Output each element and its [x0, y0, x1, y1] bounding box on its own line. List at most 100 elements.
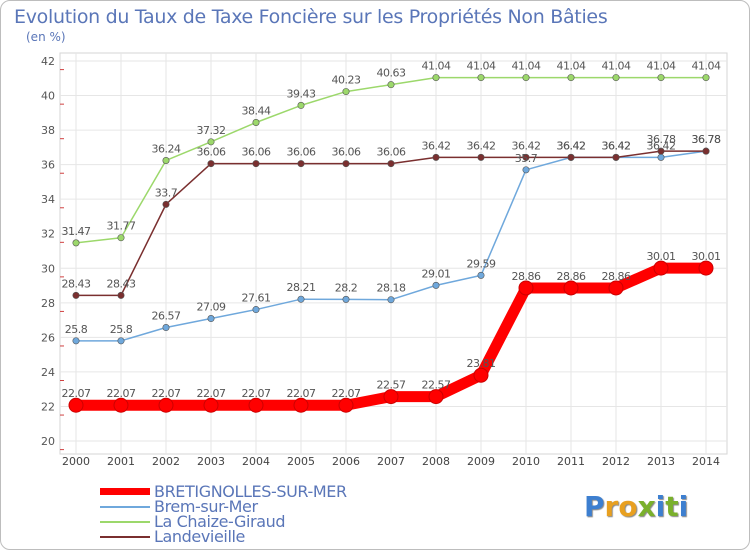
data-point [477, 153, 485, 161]
logo-letter: o [618, 490, 638, 523]
data-label: 36.06 [242, 146, 271, 159]
data-label: 41.04 [467, 60, 496, 73]
data-point [297, 160, 305, 168]
data-point [117, 234, 125, 242]
data-point [72, 337, 80, 345]
y-tick-label: 34 [41, 193, 55, 206]
data-point [252, 160, 260, 168]
data-point [387, 296, 395, 304]
y-tick-label: 20 [41, 435, 55, 448]
data-point [473, 367, 489, 383]
y-tick-label: 36 [41, 159, 55, 172]
y-tick-label: 28 [41, 297, 55, 310]
data-point [702, 147, 710, 155]
y-tick-label: 38 [41, 124, 55, 137]
data-label: 38.44 [242, 104, 271, 117]
data-point [248, 397, 264, 413]
data-label: 22.57 [422, 379, 451, 392]
data-point [657, 147, 665, 155]
data-point [297, 295, 305, 303]
data-point [657, 74, 665, 82]
data-point [387, 160, 395, 168]
data-label: 22.07 [152, 387, 181, 400]
data-label: 22.07 [62, 387, 91, 400]
y-tick-label: 22 [41, 400, 55, 413]
data-point [342, 295, 350, 303]
y-tick-label: 30 [41, 262, 55, 275]
data-point [72, 239, 80, 247]
x-tick-label: 2003 [197, 455, 225, 468]
data-point [612, 153, 620, 161]
legend-label-chaize: La Chaize-Giraud [154, 512, 286, 531]
y-tick-label: 26 [41, 331, 55, 344]
data-point [432, 153, 440, 161]
legend-swatch-bretignolles [100, 488, 150, 495]
data-label: 25.8 [110, 323, 133, 336]
data-label: 36.42 [422, 139, 451, 152]
data-label: 36.24 [152, 142, 181, 155]
data-point [342, 160, 350, 168]
data-label: 28.43 [107, 277, 136, 290]
data-label: 36.42 [512, 139, 541, 152]
data-label: 36.42 [557, 139, 586, 152]
data-label: 41.04 [692, 60, 721, 73]
legend-swatch-brem [100, 505, 150, 508]
chart-title: Evolution du Taux de Taxe Foncière sur l… [14, 6, 608, 28]
data-label: 39.43 [287, 87, 316, 100]
data-label: 36.06 [197, 146, 226, 159]
x-tick-label: 2006 [332, 455, 360, 468]
data-point [113, 397, 129, 413]
data-point [252, 118, 260, 126]
legend-item-landevieille: Landevieille [100, 527, 347, 546]
data-label: 22.07 [242, 387, 271, 400]
data-point [608, 280, 624, 296]
data-point [162, 200, 170, 208]
data-label: 28.43 [62, 277, 91, 290]
data-label: 28.2 [335, 281, 358, 294]
legend: BRETIGNOLLES-SUR-MER Brem-sur-Mer La Cha… [100, 482, 347, 546]
y-tick-label: 42 [41, 55, 55, 68]
data-label: 28.86 [602, 270, 631, 283]
data-label: 36.06 [377, 146, 406, 159]
x-tick-label: 2013 [647, 455, 675, 468]
legend-item-chaize: La Chaize-Giraud [100, 512, 347, 531]
data-label: 36.06 [332, 146, 361, 159]
x-tick-label: 2004 [242, 455, 270, 468]
data-label: 28.86 [557, 270, 586, 283]
legend-item-brem: Brem-sur-Mer [100, 497, 347, 516]
data-point [428, 389, 444, 405]
data-point [522, 153, 530, 161]
data-point [203, 397, 219, 413]
data-label: 41.04 [512, 60, 541, 73]
data-label: 31.77 [107, 220, 136, 233]
x-tick-label: 2010 [512, 455, 540, 468]
proxiti-logo: Proxiti [584, 490, 688, 523]
data-point [567, 74, 575, 82]
data-label: 27.61 [242, 292, 271, 305]
data-label: 36.42 [647, 139, 676, 152]
logo-letter: x [637, 490, 656, 523]
data-label: 40.63 [377, 67, 406, 80]
data-label: 36.42 [602, 139, 631, 152]
data-point [698, 260, 714, 276]
x-tick-label: 2005 [287, 455, 315, 468]
data-point [383, 389, 399, 405]
data-label: 22.07 [287, 387, 316, 400]
data-point [252, 306, 260, 314]
data-label: 36.78 [692, 133, 721, 146]
data-label: 41.04 [602, 60, 631, 73]
x-tick-label: 2012 [602, 455, 630, 468]
data-label: 37.32 [197, 124, 226, 137]
data-point [567, 153, 575, 161]
data-label: 23.81 [467, 357, 496, 370]
data-point [657, 153, 665, 161]
data-label: 41.04 [422, 60, 451, 73]
data-label: 22.07 [107, 387, 136, 400]
data-point [117, 337, 125, 345]
data-point [117, 291, 125, 299]
data-point [72, 291, 80, 299]
data-point [207, 160, 215, 168]
legend-swatch-chaize [100, 520, 150, 523]
legend-label-bretignolles: BRETIGNOLLES-SUR-MER [154, 482, 347, 501]
